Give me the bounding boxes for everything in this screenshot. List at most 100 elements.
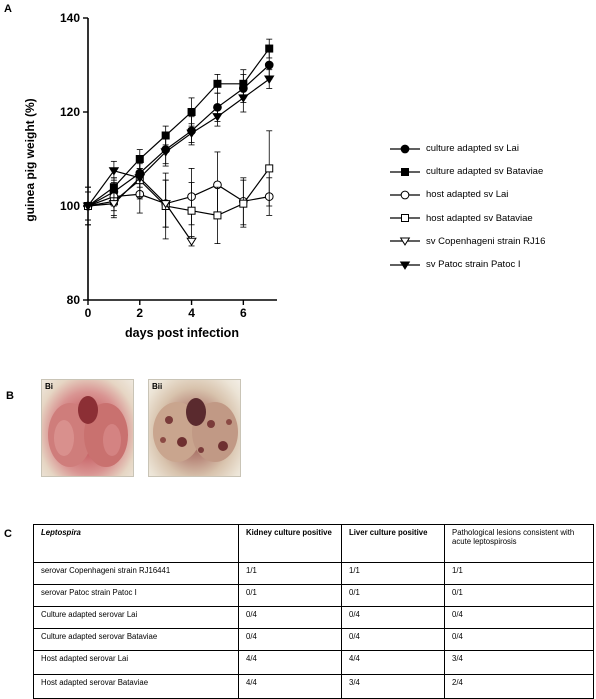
x-tick-label: 0	[85, 306, 92, 320]
y-tick-label: 140	[60, 11, 80, 25]
lung-illustration-bii	[153, 398, 238, 462]
data-point-square	[401, 167, 409, 176]
chart-series	[82, 38, 275, 247]
kidney-cell: 0/4	[238, 628, 342, 651]
table-row: serovar Copenhageni strain RJ16441 1/1 1/1…	[33, 562, 594, 585]
lesions-cell: 1/1	[444, 562, 594, 585]
legend-swatch	[390, 214, 420, 223]
lung-illustration-bi	[48, 396, 128, 467]
lesions-cell: 3/4	[444, 650, 594, 675]
table-row: Culture adapted serovar Lai 0/4 0/4 0/4	[33, 606, 594, 629]
header-liver: Liver culture positive	[341, 524, 445, 563]
legend-item: host adapted sv Lai	[388, 183, 593, 206]
header-lesions: Pathological lesions consistent with acu…	[444, 524, 594, 563]
strain-cell: Culture adapted serovar Bataviae	[33, 628, 239, 651]
legend-label: culture adapted sv Lai	[426, 143, 519, 155]
legend-item: sv Patoc strain Patoc I	[388, 253, 593, 276]
lesions-cell: 0/4	[444, 628, 594, 651]
data-point-square	[213, 211, 222, 220]
lesions-cell: 0/4	[444, 606, 594, 629]
x-tick-label: 2	[136, 306, 143, 320]
liver-cell: 0/4	[341, 606, 445, 629]
data-point-square	[265, 164, 274, 173]
legend-swatch	[390, 237, 420, 247]
y-tick-label: 80	[67, 293, 81, 307]
data-point-triangle	[108, 200, 120, 209]
legend-item: host adapted sv Bataviae	[388, 207, 593, 230]
weight-line-chart: 80 100 120 140 0 2 4 6 days post infection guin…	[23, 11, 277, 340]
legend-swatch	[390, 190, 420, 200]
chart-legend: culture adapted sv Lai culture adapted sv…	[388, 137, 593, 276]
y-axis-label: guinea pig weight (%)	[23, 98, 37, 221]
legend-swatch	[390, 144, 420, 153]
data-point-triangle	[108, 167, 120, 176]
lung-photo-bii: Bii	[148, 379, 241, 477]
liver-cell: 0/1	[341, 584, 445, 607]
legend-item: culture adapted sv Lai	[388, 137, 593, 160]
series-line	[87, 48, 270, 207]
kidney-cell: 0/1	[238, 584, 342, 607]
legend-label: host adapted sv Lai	[426, 189, 509, 201]
data-point-triangle	[134, 174, 146, 183]
data-point-square	[239, 199, 248, 208]
legend-label: culture adapted sv Bataviae	[426, 166, 544, 178]
legend-label: sv Copenhageni strain RJ16	[426, 235, 546, 247]
liver-cell: 3/4	[341, 674, 445, 699]
y-tick-label: 100	[60, 199, 80, 213]
table-row: Host adapted serovar Bataviae 4/4 3/4 2/4	[33, 674, 594, 699]
data-point-square	[213, 79, 222, 88]
data-point-triangle	[212, 113, 223, 122]
data-point-square	[187, 108, 196, 116]
legend-swatch	[390, 167, 420, 176]
series-line	[87, 168, 270, 217]
data-point-circle	[264, 60, 274, 70]
table-header-row: Leptospira Kidney culture positive Liver…	[33, 524, 594, 563]
liver-cell: 4/4	[341, 650, 445, 675]
liver-cell: 0/4	[341, 628, 445, 651]
data-point-square	[265, 44, 274, 53]
data-point-triangle	[399, 237, 411, 247]
photo-label-bi: Bi	[45, 382, 53, 391]
series-4	[84, 130, 274, 245]
lung-photo-bi: Bi	[41, 379, 134, 477]
liver-cell: 1/1	[341, 562, 445, 585]
legend-item: culture adapted sv Bataviae	[388, 160, 593, 183]
x-axis-label: days post infection	[125, 326, 239, 340]
legend-swatch	[390, 260, 420, 270]
strain-cell: Culture adapted serovar Lai	[33, 606, 239, 629]
data-point-triangle	[82, 202, 94, 211]
panel-label-a: A	[4, 3, 12, 15]
x-tick-label: 4	[188, 306, 195, 320]
chart-axes	[87, 18, 277, 301]
panel-label-c: C	[4, 528, 12, 540]
lesions-cell: 0/1	[444, 584, 594, 607]
y-tick-label: 120	[60, 105, 80, 119]
panel-label-b: B	[6, 390, 14, 402]
strain-cell: serovar Patoc strain Patoc I	[33, 584, 239, 607]
data-point-square	[187, 206, 196, 215]
header-kidney: Kidney culture positive	[238, 524, 342, 563]
legend-item: sv Copenhageni strain RJ16	[388, 230, 593, 253]
strain-cell: Host adapted serovar Lai	[33, 650, 239, 675]
data-point-square	[401, 214, 409, 223]
strain-cell: serovar Copenhageni strain RJ16441	[33, 562, 239, 585]
series-line	[87, 64, 270, 207]
kidney-cell: 1/1	[238, 562, 342, 585]
kidney-cell: 4/4	[238, 674, 342, 699]
x-tick-label: 6	[240, 306, 247, 320]
lesions-cell: 2/4	[444, 674, 594, 699]
results-table: Leptospira Kidney culture positive Liver…	[33, 524, 594, 699]
data-point-circle	[400, 144, 410, 153]
legend-label: sv Patoc strain Patoc I	[426, 259, 521, 271]
data-point-triangle	[238, 94, 249, 103]
photo-label-bii: Bii	[152, 382, 163, 391]
table-row: serovar Patoc strain Patoc I 0/1 0/1 0/1	[33, 584, 594, 607]
data-point-triangle	[160, 200, 171, 209]
data-point-triangle	[186, 237, 197, 247]
header-leptospira: Leptospira	[33, 524, 239, 563]
series-line	[87, 78, 270, 207]
data-point-circle	[400, 190, 410, 200]
table-row: Host adapted serovar Lai 4/4 4/4 3/4	[33, 650, 594, 675]
data-point-triangle	[399, 260, 411, 270]
data-point-triangle	[186, 129, 197, 138]
